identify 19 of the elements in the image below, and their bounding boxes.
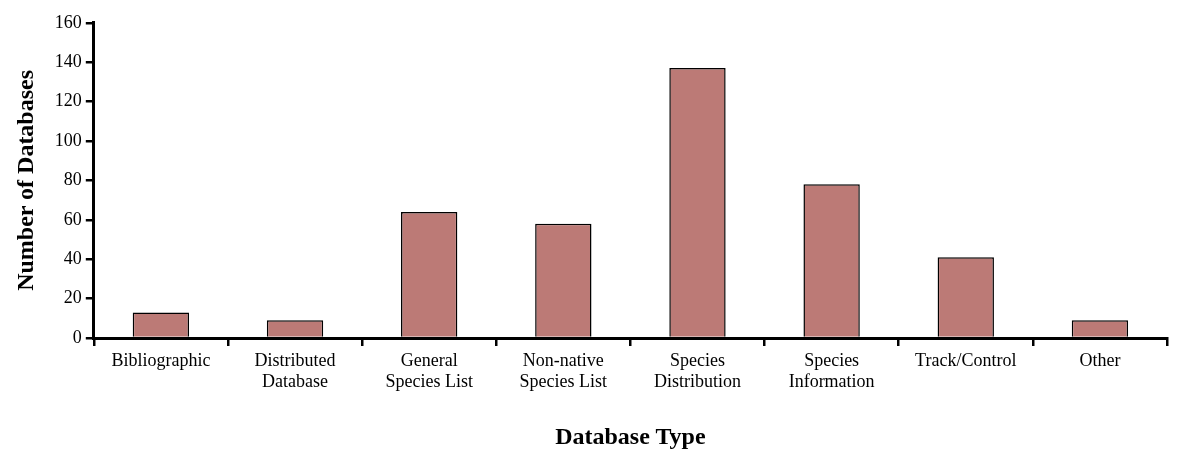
x-tick-label: Bibliographic xyxy=(111,349,211,370)
y-tick-label: 20 xyxy=(63,287,82,308)
y-tick-label: 80 xyxy=(63,169,82,190)
x-axis-title: Database Type xyxy=(555,422,706,449)
x-tick-label: General Species List xyxy=(385,349,473,392)
x-tick-label: Other xyxy=(1079,349,1121,370)
y-tick-label: 120 xyxy=(54,90,82,111)
x-tick-label: Species Distribution xyxy=(653,349,741,392)
x-tick-label: Track/Control xyxy=(915,349,1017,370)
y-tick-label: 160 xyxy=(54,11,82,32)
y-tick-label: 140 xyxy=(54,50,82,71)
x-tick-label: Non-native Species List xyxy=(519,349,608,392)
y-axis-title: Number of Databases xyxy=(11,69,38,291)
y-tick-label: 60 xyxy=(63,208,82,229)
y-tick-label: 100 xyxy=(54,129,82,150)
y-tick-label: 40 xyxy=(63,247,82,268)
x-tick-label: Distributed Database xyxy=(254,349,336,392)
x-tick-label: Species Information xyxy=(788,349,875,392)
y-tick-label: 0 xyxy=(72,326,82,347)
